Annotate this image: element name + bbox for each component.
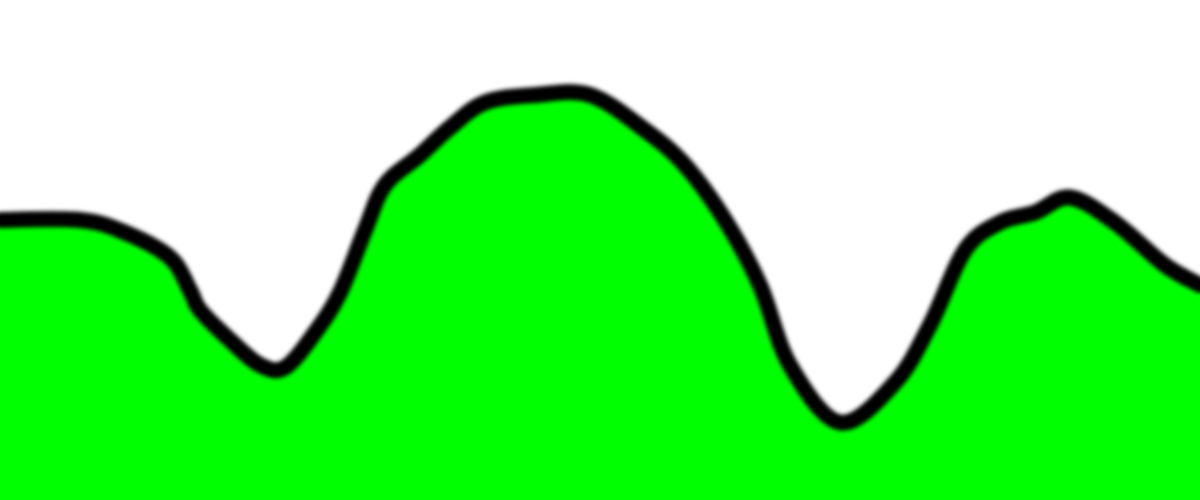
ridge-line-group xyxy=(0,84,1200,431)
terrain-ridge-line xyxy=(0,84,1200,431)
ground-fill xyxy=(0,92,1200,500)
